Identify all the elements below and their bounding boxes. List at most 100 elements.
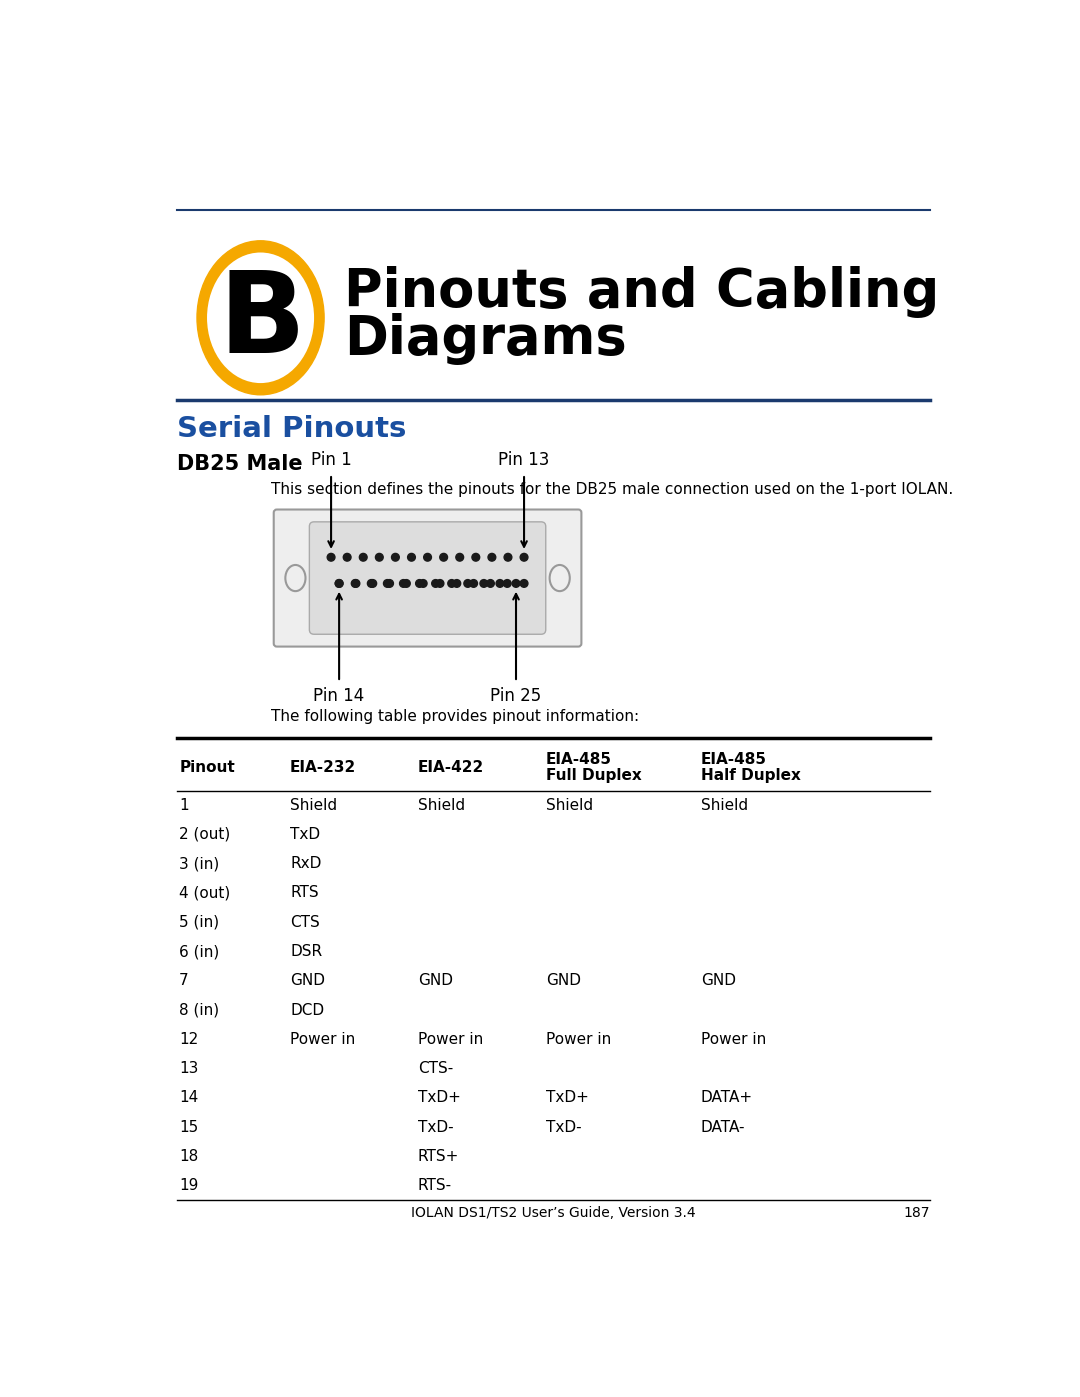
- Circle shape: [392, 553, 400, 562]
- Circle shape: [453, 580, 461, 587]
- Circle shape: [335, 580, 343, 587]
- Text: 187: 187: [904, 1206, 930, 1221]
- Text: 15: 15: [179, 1119, 199, 1134]
- Text: B: B: [218, 267, 306, 377]
- Text: Shield: Shield: [701, 798, 747, 813]
- Text: The following table provides pinout information:: The following table provides pinout info…: [271, 710, 638, 724]
- Circle shape: [403, 580, 410, 587]
- Text: EIA-232: EIA-232: [291, 760, 356, 775]
- Circle shape: [419, 580, 427, 587]
- Text: Pinouts and Cabling: Pinouts and Cabling: [345, 267, 940, 319]
- Circle shape: [360, 553, 367, 562]
- Circle shape: [432, 580, 440, 587]
- Text: TxD: TxD: [291, 827, 320, 842]
- Circle shape: [521, 553, 528, 562]
- Circle shape: [480, 580, 488, 587]
- Text: RxD: RxD: [291, 856, 322, 872]
- Circle shape: [327, 553, 335, 562]
- Text: Shield: Shield: [291, 798, 337, 813]
- Text: GND: GND: [545, 974, 581, 988]
- Circle shape: [407, 553, 416, 562]
- Text: GND: GND: [701, 974, 735, 988]
- Circle shape: [423, 553, 431, 562]
- Text: 14: 14: [179, 1090, 199, 1105]
- Circle shape: [436, 580, 444, 587]
- Text: Serial Pinouts: Serial Pinouts: [177, 415, 406, 443]
- Text: Shield: Shield: [545, 798, 593, 813]
- Text: EIA-485: EIA-485: [545, 752, 611, 767]
- Text: CTS-: CTS-: [418, 1062, 454, 1076]
- Circle shape: [488, 553, 496, 562]
- Circle shape: [448, 580, 456, 587]
- Circle shape: [376, 553, 383, 562]
- FancyBboxPatch shape: [273, 510, 581, 647]
- Circle shape: [369, 580, 377, 587]
- Text: DATA+: DATA+: [701, 1090, 753, 1105]
- Text: 6 (in): 6 (in): [179, 944, 219, 958]
- Text: Power in: Power in: [291, 1032, 355, 1046]
- Text: EIA-422: EIA-422: [418, 760, 484, 775]
- Text: EIA-485: EIA-485: [701, 752, 767, 767]
- Text: 3 (in): 3 (in): [179, 856, 219, 872]
- Text: DATA-: DATA-: [701, 1119, 745, 1134]
- Circle shape: [351, 580, 359, 587]
- Text: Pin 13: Pin 13: [498, 451, 550, 469]
- Circle shape: [521, 580, 528, 587]
- Text: DSR: DSR: [291, 944, 322, 958]
- Text: 12: 12: [179, 1032, 199, 1046]
- Circle shape: [504, 553, 512, 562]
- Circle shape: [456, 553, 463, 562]
- Text: TxD+: TxD+: [545, 1090, 589, 1105]
- Text: 19: 19: [179, 1178, 199, 1193]
- Circle shape: [335, 580, 343, 587]
- Circle shape: [472, 553, 480, 562]
- Text: 13: 13: [179, 1062, 199, 1076]
- Circle shape: [512, 580, 519, 587]
- Circle shape: [383, 580, 391, 587]
- Text: DCD: DCD: [291, 1003, 324, 1017]
- Text: 5 (in): 5 (in): [179, 915, 219, 930]
- Text: 8 (in): 8 (in): [179, 1003, 219, 1017]
- Text: 7: 7: [179, 974, 189, 988]
- Circle shape: [352, 580, 360, 587]
- Text: Full Duplex: Full Duplex: [545, 768, 642, 784]
- Text: GND: GND: [291, 974, 325, 988]
- Text: 1: 1: [179, 798, 189, 813]
- Text: TxD-: TxD-: [545, 1119, 581, 1134]
- Circle shape: [496, 580, 503, 587]
- Text: GND: GND: [418, 974, 453, 988]
- Text: Power in: Power in: [418, 1032, 483, 1046]
- Text: Half Duplex: Half Duplex: [701, 768, 800, 784]
- Circle shape: [386, 580, 393, 587]
- Circle shape: [464, 580, 472, 587]
- Ellipse shape: [197, 240, 324, 395]
- Circle shape: [470, 580, 477, 587]
- Text: 2 (out): 2 (out): [179, 827, 230, 842]
- Text: Pin 25: Pin 25: [490, 687, 542, 705]
- Text: This section defines the pinouts for the DB25 male connection used on the 1-port: This section defines the pinouts for the…: [271, 482, 953, 497]
- Text: 18: 18: [179, 1148, 199, 1164]
- Text: RTS+: RTS+: [418, 1148, 459, 1164]
- Text: Diagrams: Diagrams: [345, 313, 627, 365]
- Text: RTS: RTS: [291, 886, 319, 901]
- Text: DB25 Male: DB25 Male: [177, 454, 302, 474]
- Text: Pin 14: Pin 14: [313, 687, 365, 705]
- Circle shape: [440, 553, 447, 562]
- Circle shape: [416, 580, 423, 587]
- Circle shape: [367, 580, 375, 587]
- Text: 4 (out): 4 (out): [179, 886, 230, 901]
- Text: TxD+: TxD+: [418, 1090, 461, 1105]
- Text: Shield: Shield: [418, 798, 465, 813]
- Ellipse shape: [205, 250, 316, 386]
- Circle shape: [487, 580, 495, 587]
- Text: TxD-: TxD-: [418, 1119, 454, 1134]
- Ellipse shape: [285, 564, 306, 591]
- Circle shape: [343, 553, 351, 562]
- Text: Power in: Power in: [701, 1032, 766, 1046]
- Text: Power in: Power in: [545, 1032, 611, 1046]
- Text: RTS-: RTS-: [418, 1178, 453, 1193]
- Text: IOLAN DS1/TS2 User’s Guide, Version 3.4: IOLAN DS1/TS2 User’s Guide, Version 3.4: [411, 1206, 696, 1221]
- Text: Pinout: Pinout: [179, 760, 235, 775]
- Ellipse shape: [550, 564, 570, 591]
- Text: Pin 1: Pin 1: [311, 451, 351, 469]
